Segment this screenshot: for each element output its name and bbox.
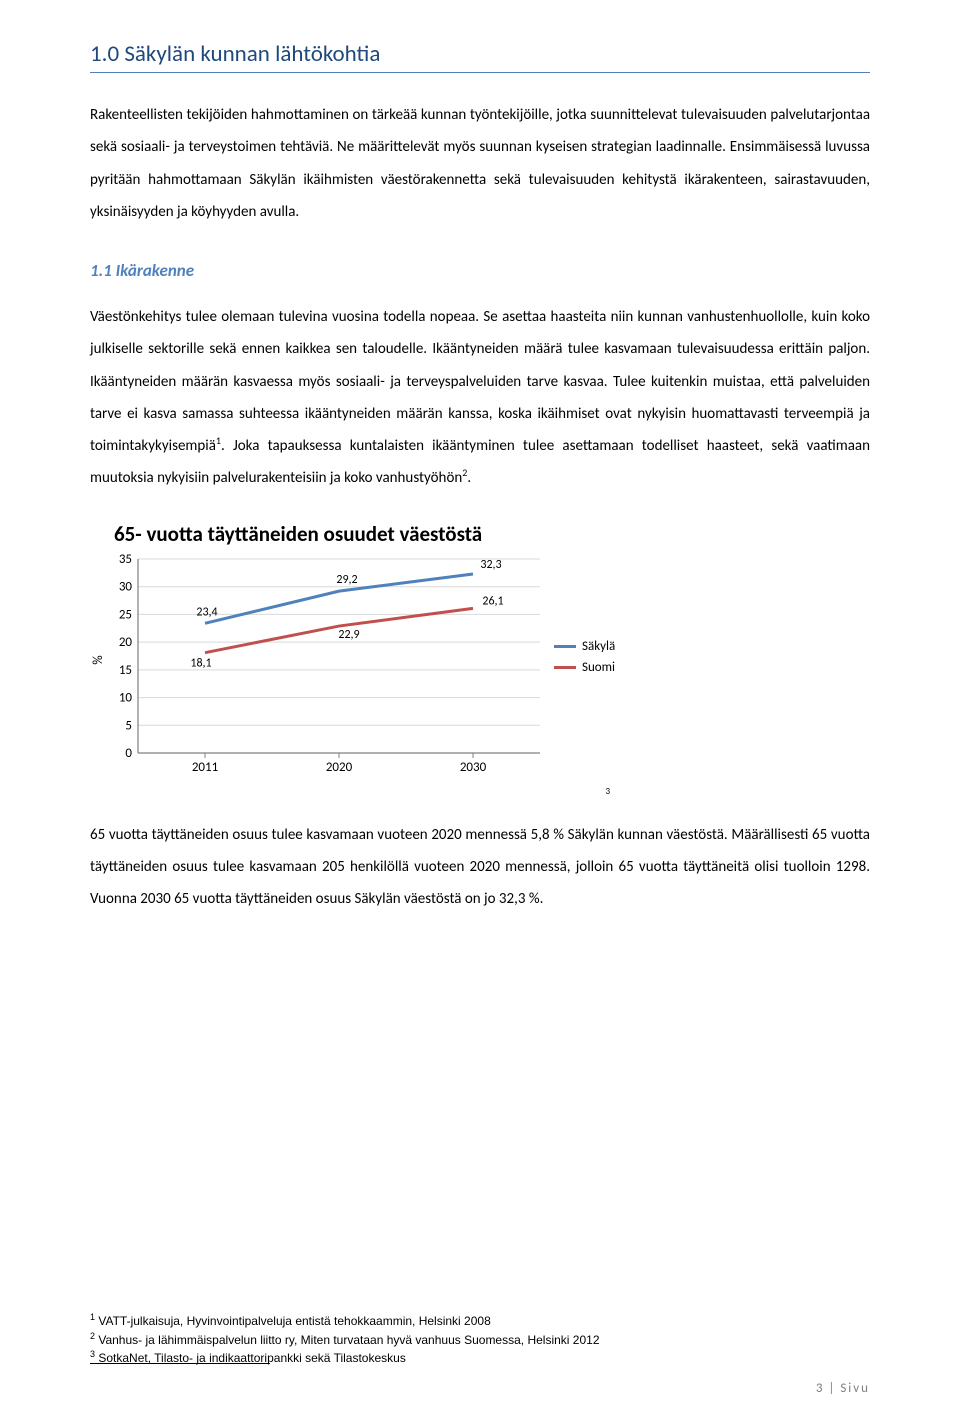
svg-text:22,9: 22,9: [338, 628, 359, 642]
chart-footnote-ref: 3: [90, 786, 610, 797]
svg-text:15: 15: [119, 662, 132, 677]
svg-text:26,1: 26,1: [482, 594, 503, 608]
svg-text:2030: 2030: [460, 760, 487, 775]
para2-part-a: Väestönkehitys tulee olemaan tulevina vu…: [90, 308, 870, 455]
svg-text:20: 20: [119, 635, 133, 650]
chart-plot: 0 5 10 15 20 25 30 35 2011 2020 2030% 23,4 29,2 32,3 1…: [90, 551, 550, 786]
footnote-3: 3 SotkaNet, Tilasto- ja indikaattoripank…: [90, 1348, 870, 1366]
svg-text:10: 10: [119, 690, 133, 705]
subsection-heading: 1.1 Ikärakenne: [90, 260, 870, 281]
svg-text:30: 30: [119, 579, 133, 594]
page-number: 3 | Sivu: [816, 1381, 870, 1396]
svg-text:2020: 2020: [326, 760, 353, 775]
section-heading: 1.0 Säkylän kunnan lähtökohtia: [90, 40, 870, 73]
footnote-1-text: VATT-julkaisuja, Hyvinvointipalveluja en…: [95, 1314, 491, 1328]
svg-text:32,3: 32,3: [480, 557, 501, 571]
legend-item-sakyla: Säkylä: [554, 639, 615, 654]
chart-container: 65- vuotta täyttäneiden osuudet väestöst…: [90, 521, 870, 797]
svg-text:23,4: 23,4: [196, 605, 217, 619]
svg-text:18,1: 18,1: [190, 656, 211, 670]
footnote-3-text: SotkaNet, Tilasto- ja indikaattoripankki…: [95, 1351, 406, 1365]
legend-swatch-suomi: [554, 666, 576, 669]
chart-title: 65- vuotta täyttäneiden osuudet väestöst…: [114, 521, 870, 547]
legend-item-suomi: Suomi: [554, 660, 615, 675]
footnotes-block: 1 VATT-julkaisuja, Hyvinvointipalveluja …: [90, 1309, 870, 1366]
svg-text:29,2: 29,2: [336, 573, 357, 587]
svg-text:25: 25: [119, 607, 132, 622]
svg-text:0: 0: [125, 746, 132, 761]
chart-legend: Säkylä Suomi: [554, 639, 615, 681]
body-paragraph-3: 65 vuotta täyttäneiden osuus tulee kasva…: [90, 819, 870, 916]
svg-text:35: 35: [119, 552, 132, 567]
svg-text:5: 5: [125, 718, 132, 733]
line-chart-svg: 0 5 10 15 20 25 30 35 2011 2020 2030% 23,4 29,2 32,3 1…: [90, 551, 550, 781]
page-number-word: Sivu: [840, 1381, 870, 1396]
page-number-value: 3: [816, 1381, 823, 1396]
legend-label-sakyla: Säkylä: [582, 639, 615, 654]
para2-part-c: .: [467, 469, 471, 487]
footnote-2: 2 Vanhus- ja lähimmäispalvelun liitto ry…: [90, 1330, 870, 1348]
page-number-divider: |: [828, 1381, 834, 1396]
footnote-1: 1 VATT-julkaisuja, Hyvinvointipalveluja …: [90, 1311, 870, 1329]
legend-label-suomi: Suomi: [582, 660, 615, 675]
legend-swatch-sakyla: [554, 645, 576, 648]
body-paragraph-2: Väestönkehitys tulee olemaan tulevina vu…: [90, 301, 870, 495]
svg-text:2011: 2011: [192, 760, 218, 775]
footnote-2-text: Vanhus- ja lähimmäispalvelun liitto ry, …: [95, 1333, 599, 1347]
svg-text:%: %: [91, 655, 106, 664]
intro-paragraph: Rakenteellisten tekijöiden hahmottaminen…: [90, 99, 870, 228]
